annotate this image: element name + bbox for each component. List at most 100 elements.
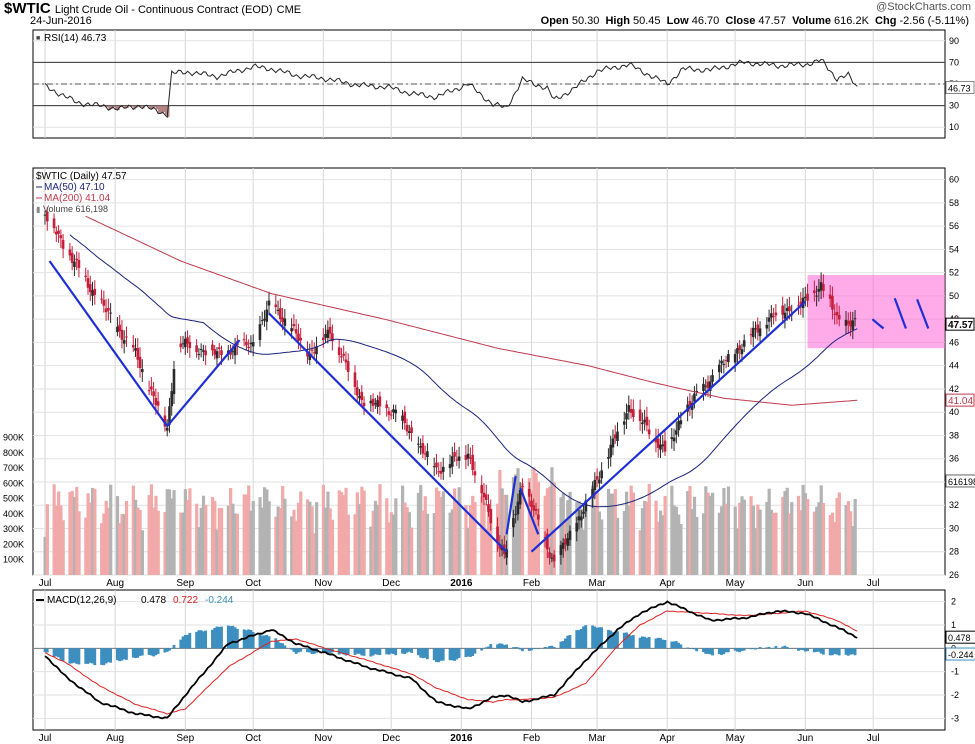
rsi-line bbox=[44, 58, 858, 119]
candle-body bbox=[195, 345, 198, 353]
macd-histogram-bar bbox=[797, 648, 800, 651]
volume-bar bbox=[403, 502, 407, 575]
volume-bar bbox=[720, 506, 724, 575]
volume-bar bbox=[851, 526, 855, 575]
volume-bar bbox=[473, 502, 477, 575]
macd-histogram-bar bbox=[136, 648, 140, 658]
candle-body bbox=[55, 231, 58, 235]
volume-bar bbox=[439, 496, 443, 575]
volume-bar bbox=[505, 494, 509, 575]
candle-body bbox=[672, 437, 676, 442]
volume-tick-label: 500K bbox=[3, 494, 24, 504]
macd-histogram-bar bbox=[168, 648, 171, 651]
x-tick-label: Feb bbox=[523, 733, 541, 744]
macd-histogram-bar bbox=[559, 641, 563, 649]
candle-body bbox=[84, 275, 88, 278]
candle-body bbox=[837, 315, 841, 320]
candle-body bbox=[213, 349, 217, 355]
macd-histogram-bar bbox=[358, 648, 361, 654]
macd-histogram-bar bbox=[179, 639, 183, 649]
macd-legend-value: 0.478 bbox=[141, 595, 166, 606]
x-tick-label: 2016 bbox=[450, 733, 473, 744]
volume-bar bbox=[425, 513, 430, 575]
price-tick-label: 32 bbox=[949, 500, 959, 510]
candle-body bbox=[579, 516, 583, 521]
macd-tick-label: -1 bbox=[951, 667, 959, 677]
candle-body bbox=[163, 415, 167, 427]
stockcharts-credit: @StockCharts.com bbox=[876, 1, 971, 13]
volume-tick-label: 800K bbox=[3, 448, 24, 458]
macd-histogram-bar bbox=[102, 648, 106, 666]
macd-histogram-bar bbox=[611, 632, 615, 649]
price-tick-label: 60 bbox=[949, 175, 959, 185]
macd-histogram-bar bbox=[464, 648, 468, 658]
candle-body bbox=[346, 361, 350, 372]
x-tick-label: Jul bbox=[867, 733, 880, 744]
macd-histogram-bar bbox=[45, 648, 49, 653]
rsi-value-box bbox=[945, 81, 975, 95]
volume-bar bbox=[520, 483, 525, 575]
macd-legend-signal: 0.722 bbox=[173, 595, 198, 606]
volume-bar bbox=[59, 505, 63, 575]
x-tick-label: Apr bbox=[659, 578, 675, 589]
volume-bar bbox=[290, 516, 294, 575]
x-tick-label: Nov bbox=[314, 578, 332, 589]
price-value-label: 41.04 bbox=[948, 396, 973, 407]
candle-body bbox=[835, 311, 839, 316]
macd-histogram-bar bbox=[84, 648, 88, 664]
candle-body bbox=[611, 438, 615, 448]
volume-bar bbox=[93, 488, 97, 575]
macd-histogram-bar bbox=[502, 645, 506, 649]
volume-bar bbox=[815, 506, 819, 575]
candle-body bbox=[693, 393, 696, 402]
candle-body bbox=[536, 514, 540, 520]
candle-body bbox=[819, 282, 823, 291]
macd-histogram-bar bbox=[172, 645, 176, 649]
candle-body bbox=[70, 252, 74, 263]
macd-histogram-bar bbox=[100, 648, 103, 665]
volume-tick-label: 900K bbox=[3, 433, 24, 443]
volume-bar bbox=[242, 494, 246, 575]
macd-histogram-bar bbox=[564, 638, 567, 649]
volume-bar bbox=[437, 491, 441, 575]
volume-bar bbox=[188, 488, 192, 575]
volume-bar bbox=[787, 513, 792, 575]
volume-bar bbox=[536, 481, 540, 575]
price-value-box bbox=[945, 317, 975, 331]
volume-bar bbox=[247, 485, 251, 575]
candle-body bbox=[281, 317, 284, 322]
candle-body bbox=[724, 360, 728, 362]
candle-body bbox=[675, 430, 678, 435]
candle-body bbox=[312, 352, 316, 354]
volume-bar bbox=[812, 511, 817, 575]
price-tick-label: 44 bbox=[949, 361, 959, 371]
macd-histogram-bar bbox=[426, 648, 429, 660]
volume-bar bbox=[466, 527, 470, 575]
macd-histogram-bar bbox=[73, 648, 76, 663]
candle-body bbox=[154, 397, 158, 406]
macd-histogram-bar bbox=[688, 648, 692, 649]
macd-histogram-bar bbox=[853, 648, 857, 656]
volume-bar bbox=[498, 469, 502, 575]
volume-bar bbox=[735, 528, 740, 575]
candle-body bbox=[199, 349, 203, 351]
candle-body bbox=[215, 351, 219, 359]
candle-body bbox=[770, 313, 773, 318]
volume-bar bbox=[324, 507, 328, 575]
volume-bar bbox=[448, 512, 452, 575]
volume-bar bbox=[122, 513, 126, 575]
candle-body bbox=[806, 293, 809, 301]
macd-histogram-bar bbox=[828, 648, 832, 656]
x-tick-label: Aug bbox=[106, 733, 124, 744]
candle-body bbox=[245, 341, 248, 346]
candle-body bbox=[387, 411, 391, 415]
candle-body bbox=[150, 386, 153, 390]
macd-histogram-bar bbox=[265, 634, 269, 649]
x-tick-label: Aug bbox=[106, 578, 124, 589]
volume-bar bbox=[423, 496, 427, 575]
candle-body bbox=[568, 530, 572, 540]
volume-bar bbox=[672, 505, 676, 575]
volume-tick-label: 100K bbox=[3, 555, 24, 565]
volume-bar bbox=[613, 489, 617, 575]
candle-body bbox=[45, 211, 49, 222]
